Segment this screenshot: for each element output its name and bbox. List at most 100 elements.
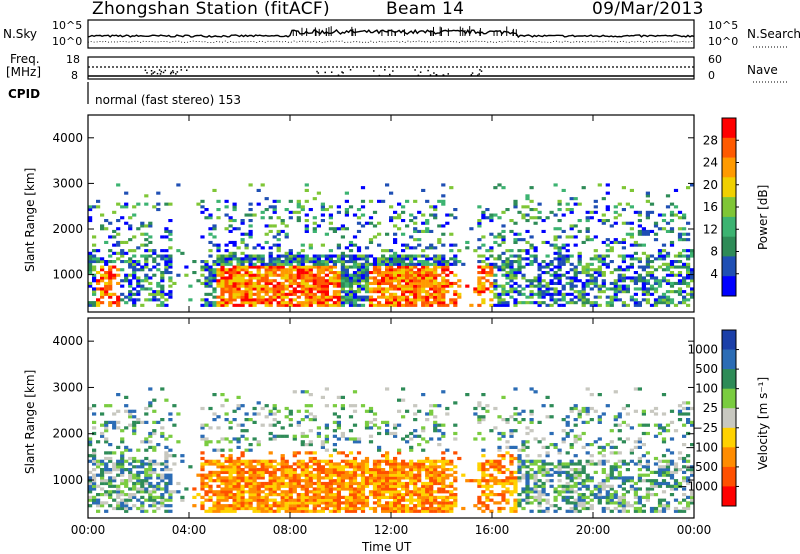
range-gate-cell	[533, 257, 538, 261]
range-gate-cell	[212, 224, 217, 228]
range-gate-cell	[397, 470, 402, 474]
range-gate-cell	[248, 459, 253, 463]
range-gate-cell	[124, 468, 129, 472]
range-gate-cell	[381, 459, 386, 463]
range-gate-cell	[228, 284, 233, 288]
range-gate-cell	[212, 287, 217, 291]
range-gate-cell	[280, 426, 285, 430]
range-gate-cell	[364, 284, 370, 288]
range-gate-cell	[228, 224, 233, 228]
range-gate-cell	[104, 456, 109, 461]
range-gate-cell	[280, 298, 285, 302]
range-gate-cell	[385, 276, 390, 280]
range-gate-cell	[441, 271, 446, 275]
range-gate-cell	[417, 501, 422, 505]
range-gate-cell	[316, 462, 321, 466]
range-gate-cell	[613, 281, 618, 285]
range-gate-cell	[677, 216, 683, 220]
range-gate-cell	[124, 481, 129, 486]
range-gate-cell	[437, 287, 442, 291]
range-gate-cell	[316, 476, 321, 480]
range-gate-cell	[356, 290, 362, 294]
range-gate-cell	[417, 498, 422, 502]
range-gate-cell	[200, 199, 205, 203]
range-gate-cell	[348, 254, 354, 258]
range-gate-cell	[401, 484, 406, 488]
range-gate-cell	[316, 257, 321, 261]
range-gate-cell	[88, 495, 93, 499]
range-gate-cell	[485, 468, 490, 472]
range-gate-cell	[425, 199, 430, 203]
range-gate-cell	[449, 468, 454, 472]
range-gate-cell	[344, 199, 349, 203]
range-gate-cell	[421, 484, 426, 488]
range-gate-cell	[108, 268, 113, 272]
range-gate-cell	[601, 254, 606, 258]
range-gate-cell	[228, 473, 233, 477]
range-gate-cell	[413, 271, 418, 275]
range-gate-cell	[477, 246, 482, 250]
range-gate-cell	[244, 437, 249, 441]
range-gate-cell	[577, 260, 582, 264]
range-gate-cell	[120, 468, 125, 472]
range-gate-cell	[296, 504, 301, 508]
range-gate-cell	[352, 276, 358, 280]
range-gate-cell	[645, 493, 650, 497]
range-gate-cell	[348, 429, 354, 433]
range-gate-cell	[393, 490, 398, 494]
range-gate-cell	[116, 445, 121, 449]
range-gate-cell	[641, 292, 646, 296]
range-gate-cell	[328, 465, 333, 469]
range-gate-cell	[252, 506, 257, 511]
range-gate-cell	[617, 470, 622, 474]
range-gate-cell	[413, 303, 418, 307]
range-gate-cell	[429, 276, 434, 280]
range-gate-cell	[320, 481, 325, 486]
range-gate-cell	[549, 295, 554, 299]
range-gate-cell	[344, 498, 349, 502]
range-gate-cell	[529, 495, 534, 499]
range-gate-cell	[324, 440, 329, 444]
range-gate-cell	[260, 476, 265, 480]
range-gate-cell	[453, 260, 458, 264]
freq-frame-box	[87, 56, 695, 80]
range-gate-cell	[389, 487, 394, 491]
range-gate-cell	[613, 279, 618, 283]
range-gate-cell	[372, 490, 378, 494]
range-gate-cell	[541, 265, 546, 269]
range-gate-cell	[457, 249, 462, 253]
range-gate-cell	[332, 473, 337, 477]
range-gate-cell	[92, 462, 97, 466]
range-gate-cell	[244, 448, 249, 452]
range-gate-cell	[653, 493, 659, 497]
range-gate-cell	[220, 254, 225, 258]
range-gate-cell	[477, 219, 482, 223]
range-gate-cell	[160, 431, 165, 436]
range-gate-cell	[677, 481, 683, 486]
range-gate-cell	[228, 479, 233, 483]
range-gate-cell	[248, 487, 253, 491]
range-gate-cell	[437, 470, 442, 474]
range-gate-cell	[389, 273, 394, 277]
freq-dot	[175, 73, 177, 75]
range-gate-cell	[377, 232, 382, 236]
range-gate-cell	[328, 205, 333, 209]
range-gate-cell	[597, 493, 602, 497]
range-gate-cell	[320, 276, 325, 280]
range-gate-cell	[613, 465, 618, 469]
range-gate-cell	[156, 443, 161, 447]
range-gate-cell	[417, 229, 422, 233]
range-gate-cell	[228, 493, 233, 497]
range-gate-cell	[573, 295, 578, 299]
range-gate-cell	[264, 459, 269, 463]
range-gate-cell	[505, 490, 510, 494]
range-gate-cell	[485, 271, 490, 275]
freq-dot	[169, 72, 172, 75]
range-gate-cell	[336, 271, 341, 275]
range-gate-cell	[561, 490, 566, 494]
range-gate-cell	[320, 260, 325, 264]
range-gate-cell	[284, 459, 289, 463]
range-gate-cell	[120, 504, 125, 508]
range-gate-cell	[212, 479, 217, 483]
range-gate-cell	[477, 498, 482, 502]
